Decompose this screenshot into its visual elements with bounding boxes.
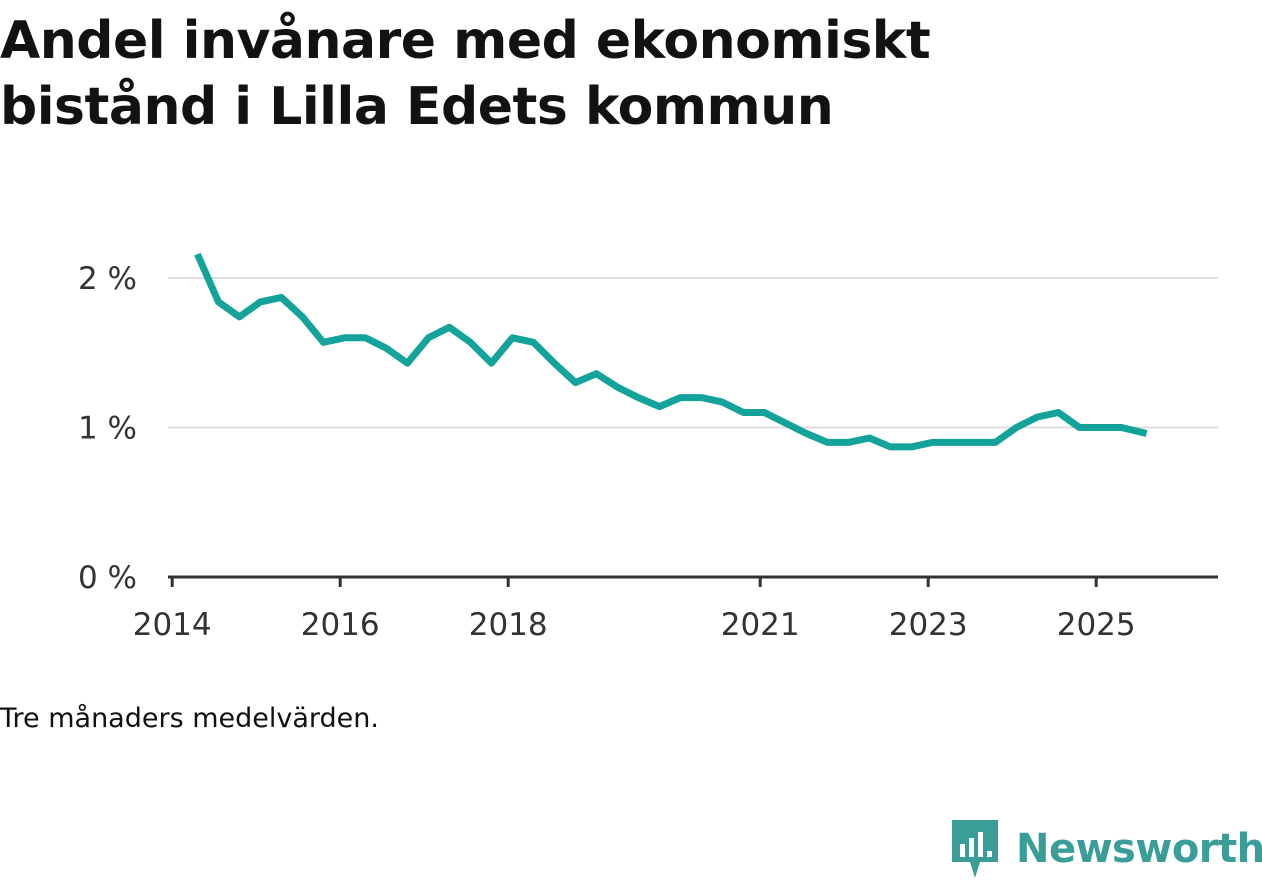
chart-note: Tre månaders medelvärden. xyxy=(0,703,379,734)
brand-logo: Newsworthy xyxy=(950,818,1262,880)
x-tick-label: 2014 xyxy=(133,607,212,643)
x-axis: 2014 2016 2018 2021 2023 2025 xyxy=(133,577,1136,643)
x-tick-label: 2021 xyxy=(721,607,800,643)
y-tick-label: 1 % xyxy=(78,411,137,447)
line-chart: 0 % 1 % 2 % 2014 2016 2018 2021 2023 2025 xyxy=(78,252,1218,643)
gridlines xyxy=(168,277,1218,429)
x-tick-label: 2016 xyxy=(301,607,380,643)
y-tick-label: 2 % xyxy=(78,261,137,297)
x-tick-label: 2018 xyxy=(469,607,548,643)
x-tick-label: 2023 xyxy=(889,607,968,643)
y-tick-label: 0 % xyxy=(78,560,137,596)
chart-title: Andel invånare med ekonomiskt bistånd i … xyxy=(0,11,931,137)
brand-name: Newsworthy xyxy=(1016,826,1262,872)
y-axis: 0 % 1 % 2 % xyxy=(78,261,137,596)
series-group xyxy=(194,252,1148,451)
series-line xyxy=(194,252,1148,451)
x-tick-label: 2025 xyxy=(1057,607,1136,643)
newsworthy-chart-icon xyxy=(952,820,998,878)
